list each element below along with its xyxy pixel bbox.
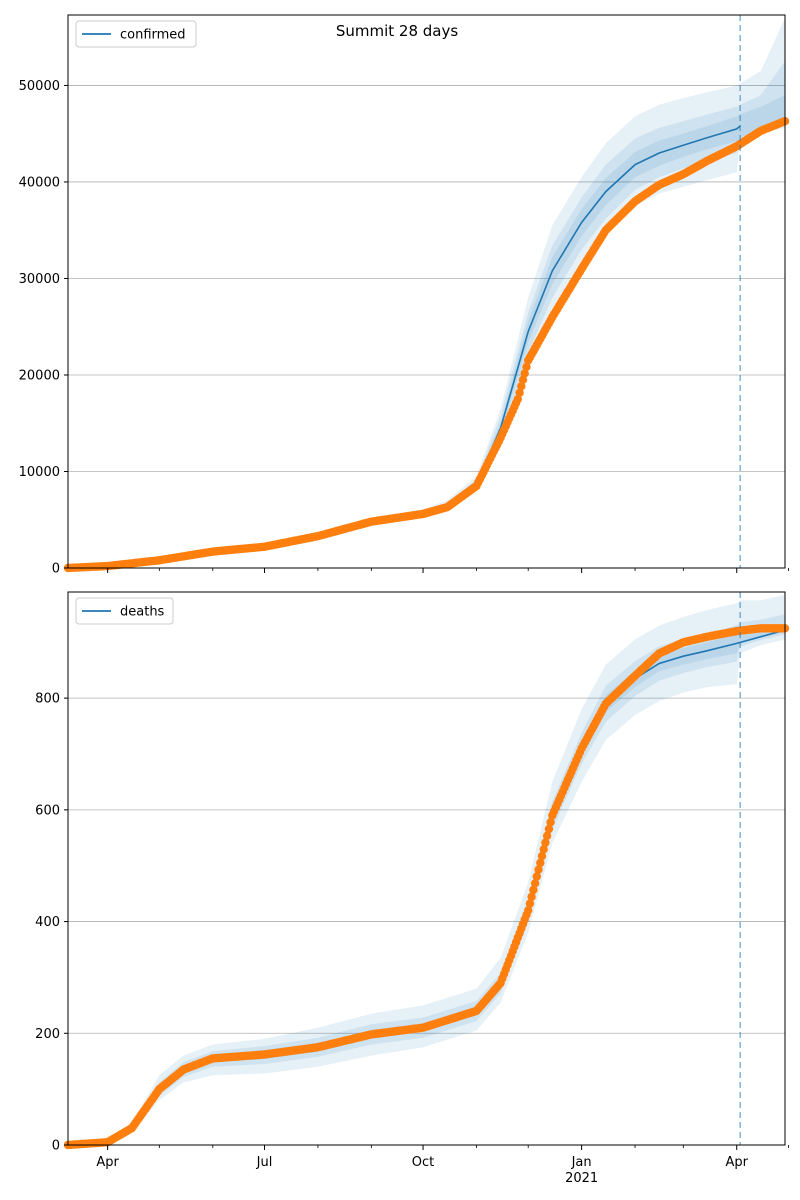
legend-label: confirmed xyxy=(120,28,186,43)
observed-point xyxy=(544,824,554,834)
x-tick-label: Oct xyxy=(412,1155,434,1170)
y-tick-label: 0 xyxy=(52,562,60,577)
observed-point xyxy=(524,906,533,915)
y-tick-label: 600 xyxy=(35,803,60,818)
y-tick-label: 30000 xyxy=(19,272,60,287)
y-tick-label: 800 xyxy=(35,692,60,707)
observed-point xyxy=(536,858,545,868)
y-tick-label: 0 xyxy=(52,1139,60,1154)
confirmed-panel: 0 10000 20000 30000 40000 50000 confirmed xyxy=(19,14,790,577)
observed-point xyxy=(517,382,526,391)
axes-frame xyxy=(67,14,786,569)
y-tick-label: 50000 xyxy=(19,79,60,94)
observed-point xyxy=(529,885,538,895)
y-tick-label: 20000 xyxy=(19,368,60,383)
x-axis: Apr Jul Oct Jan Apr 2021 xyxy=(96,1155,748,1186)
legend-label: deaths xyxy=(120,605,165,620)
x-tick-label: Apr xyxy=(96,1155,119,1170)
axes-frame xyxy=(67,591,786,1146)
y-tick-label: 10000 xyxy=(19,465,60,480)
legend-box xyxy=(75,20,197,48)
observed-point xyxy=(534,865,543,874)
observed-point xyxy=(522,362,531,372)
observed-point xyxy=(520,369,529,378)
figure-title: Summit 28 days xyxy=(336,22,459,40)
uncertainty-band xyxy=(68,17,785,568)
observed-point xyxy=(525,899,535,908)
observed-point xyxy=(532,872,541,881)
y-tick-label: 400 xyxy=(35,915,60,930)
deaths-panel: 0 200 400 600 800 deaths xyxy=(35,591,790,1154)
uncertainty-band xyxy=(68,61,785,569)
y-tick-label: 40000 xyxy=(19,175,60,190)
observed-point xyxy=(527,892,536,901)
x-year-label: 2021 xyxy=(565,1171,598,1186)
x-tick-label: Jan xyxy=(571,1155,592,1170)
x-tick-label: Apr xyxy=(725,1155,748,1170)
y-tick-label: 200 xyxy=(35,1027,60,1042)
observed-point xyxy=(542,831,552,840)
observed-point xyxy=(530,879,540,888)
observed-point xyxy=(515,388,524,397)
legend-box xyxy=(75,597,174,625)
x-tick-label: Jul xyxy=(256,1155,273,1170)
observed-point xyxy=(518,375,528,384)
observed-point xyxy=(546,818,555,827)
uncertainty-band xyxy=(68,95,785,568)
uncertainty-band xyxy=(68,594,785,1145)
observed-point xyxy=(539,845,548,854)
observed-point xyxy=(541,838,550,847)
observed-point xyxy=(513,394,522,404)
observed-point xyxy=(537,851,547,861)
